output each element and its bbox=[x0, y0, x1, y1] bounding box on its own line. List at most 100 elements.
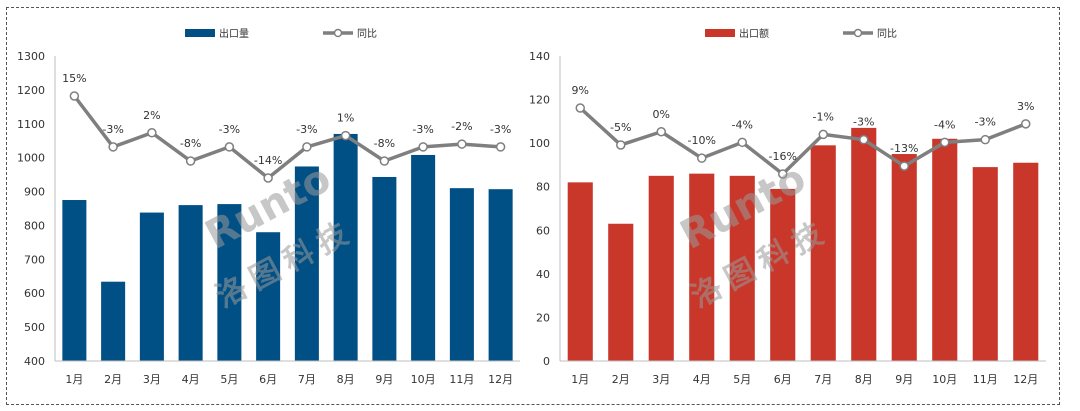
bar-3 bbox=[139, 212, 164, 361]
legend-bar-label: 出口额 bbox=[739, 27, 769, 40]
x-tick-label: 6月 bbox=[774, 373, 792, 386]
yoy-point-3 bbox=[656, 127, 666, 137]
yoy-data-label: -4% bbox=[732, 118, 753, 131]
yoy-point-9 bbox=[899, 161, 909, 171]
bar-4 bbox=[178, 205, 203, 361]
yoy-point-8 bbox=[340, 130, 351, 141]
y-tick-label: 20 bbox=[536, 311, 550, 324]
yoy-data-label: 0% bbox=[653, 108, 670, 121]
bar-1 bbox=[62, 200, 87, 361]
x-tick-label: 9月 bbox=[375, 373, 393, 386]
x-tick-label: 4月 bbox=[693, 373, 711, 386]
bar-12 bbox=[1013, 162, 1039, 361]
yoy-data-label: -8% bbox=[374, 137, 395, 150]
y-tick-label: 600 bbox=[24, 287, 45, 300]
yoy-data-label: -3% bbox=[975, 116, 996, 129]
legend-line-label: 同比 bbox=[357, 28, 377, 40]
yoy-data-label: 1% bbox=[337, 112, 354, 125]
legend-bar-swatch bbox=[185, 29, 215, 37]
yoy-point-5 bbox=[737, 137, 747, 148]
y-tick-label: 400 bbox=[24, 355, 45, 368]
y-tick-label: 800 bbox=[24, 219, 45, 232]
yoy-data-label: -3% bbox=[412, 123, 433, 136]
bar-4 bbox=[689, 173, 715, 361]
x-tick-label: 10月 bbox=[932, 373, 957, 386]
legend-line-marker bbox=[333, 28, 343, 38]
y-tick-label: 100 bbox=[529, 137, 550, 150]
x-tick-label: 11月 bbox=[449, 373, 474, 386]
yoy-point-8 bbox=[859, 134, 869, 145]
y-tick-label: 1000 bbox=[17, 152, 45, 165]
yoy-point-4 bbox=[697, 153, 707, 163]
bar-6 bbox=[770, 188, 796, 361]
x-tick-label: 8月 bbox=[855, 373, 873, 386]
x-tick-label: 3月 bbox=[652, 373, 670, 386]
bar-8 bbox=[851, 127, 877, 362]
x-tick-label: 2月 bbox=[612, 373, 630, 386]
yoy-point-1 bbox=[69, 91, 80, 101]
yoy-point-11 bbox=[980, 134, 990, 145]
yoy-point-2 bbox=[616, 140, 626, 150]
yoy-point-6 bbox=[778, 169, 788, 179]
yoy-line bbox=[579, 106, 1027, 176]
yoy-point-6 bbox=[263, 173, 273, 183]
legend-line-marker bbox=[853, 28, 863, 38]
x-tick-label: 2月 bbox=[104, 373, 122, 386]
yoy-point-12 bbox=[1021, 119, 1031, 129]
x-tick-label: 5月 bbox=[733, 373, 751, 386]
y-tick-label: 80 bbox=[536, 181, 550, 194]
yoy-point-12 bbox=[495, 142, 506, 152]
x-tick-label: 7月 bbox=[814, 373, 832, 386]
yoy-data-label: -8% bbox=[180, 137, 201, 150]
yoy-data-label: -3% bbox=[102, 123, 123, 136]
bar-1 bbox=[567, 182, 593, 361]
bar-5 bbox=[729, 175, 755, 361]
bar-2 bbox=[608, 223, 634, 361]
y-tick-label: 1200 bbox=[17, 84, 45, 97]
yoy-data-label: -3% bbox=[490, 123, 511, 136]
bar-9 bbox=[372, 176, 397, 361]
x-tick-label: 9月 bbox=[895, 373, 913, 386]
x-tick-label: 11月 bbox=[973, 373, 998, 386]
yoy-point-10 bbox=[940, 137, 950, 148]
y-tick-label: 900 bbox=[24, 186, 45, 199]
bar-2 bbox=[101, 281, 126, 361]
yoy-data-label: 3% bbox=[1017, 100, 1034, 113]
yoy-data-label: -5% bbox=[610, 121, 631, 134]
bar-5 bbox=[217, 204, 242, 361]
yoy-line bbox=[72, 94, 501, 180]
yoy-point-9 bbox=[379, 156, 390, 166]
yoy-data-label: -13% bbox=[890, 142, 918, 155]
y-tick-label: 1300 bbox=[17, 50, 45, 63]
yoy-data-label: 15% bbox=[62, 72, 86, 85]
yoy-point-7 bbox=[302, 142, 312, 152]
y-tick-label: 700 bbox=[24, 253, 45, 266]
y-tick-label: 140 bbox=[529, 50, 550, 63]
yoy-data-label: -3% bbox=[853, 116, 874, 129]
yoy-point-1 bbox=[575, 103, 585, 113]
yoy-point-4 bbox=[185, 156, 196, 166]
x-tick-label: 8月 bbox=[337, 373, 355, 386]
yoy-data-label: -2% bbox=[451, 120, 472, 133]
bar-3 bbox=[648, 175, 674, 361]
x-tick-label: 12月 bbox=[488, 373, 513, 386]
bar-7 bbox=[294, 166, 319, 361]
bar-9 bbox=[891, 154, 917, 361]
bar-10 bbox=[411, 154, 436, 361]
y-tick-label: 40 bbox=[536, 268, 550, 281]
y-tick-label: 500 bbox=[24, 321, 45, 334]
yoy-data-label: -1% bbox=[813, 110, 834, 123]
bar-12 bbox=[488, 189, 513, 361]
bar-8 bbox=[333, 133, 358, 361]
x-tick-label: 1月 bbox=[65, 373, 83, 386]
yoy-point-7 bbox=[818, 129, 828, 140]
yoy-point-10 bbox=[418, 142, 428, 152]
yoy-point-3 bbox=[147, 128, 157, 138]
x-tick-label: 10月 bbox=[411, 373, 436, 386]
yoy-data-label: -16% bbox=[769, 150, 797, 163]
x-tick-label: 6月 bbox=[259, 373, 277, 386]
x-tick-label: 1月 bbox=[571, 373, 589, 386]
y-tick-label: 0 bbox=[543, 355, 550, 368]
bar-7 bbox=[810, 145, 836, 361]
